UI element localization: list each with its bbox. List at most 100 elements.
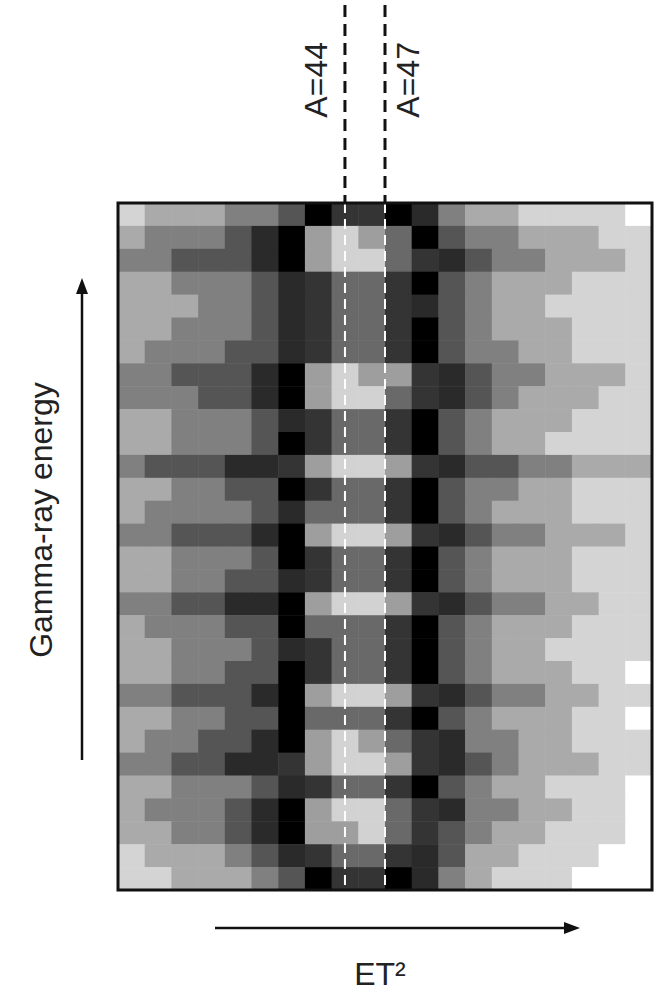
cell [305,455,332,478]
cell [625,615,652,638]
cell [198,524,225,547]
cell [545,661,572,684]
cell [412,776,439,799]
cell [438,432,465,455]
cell [305,867,332,890]
cell [545,844,572,867]
cell [625,524,652,547]
cell [252,409,279,432]
cell [145,684,172,707]
cell [225,386,252,409]
cell [118,547,145,570]
cell [252,867,279,890]
cell [171,432,198,455]
cell [492,478,519,501]
cell [358,432,385,455]
cell [519,455,546,478]
x-arrow-head [564,922,580,934]
cell [305,432,332,455]
cell [252,249,279,272]
cell [385,524,412,547]
cell [572,798,599,821]
cell [385,363,412,386]
cell [358,569,385,592]
cell [625,501,652,524]
cell [145,226,172,249]
cell [492,524,519,547]
cell [358,272,385,295]
cell [545,569,572,592]
cell [225,478,252,501]
cell [252,798,279,821]
cell [385,295,412,318]
cell [145,844,172,867]
cell [278,478,305,501]
cell [412,203,439,226]
cell [198,547,225,570]
cell [171,386,198,409]
cell [171,501,198,524]
cell [438,615,465,638]
cell [225,615,252,638]
cell [278,272,305,295]
cell [572,547,599,570]
cell [198,386,225,409]
cell [438,409,465,432]
cell [465,547,492,570]
cell [438,249,465,272]
cell [599,615,626,638]
cell [118,455,145,478]
cell [171,203,198,226]
cell [572,386,599,409]
cell [572,249,599,272]
cell [358,661,385,684]
cell [171,409,198,432]
cell [572,363,599,386]
cell [118,753,145,776]
cell [225,203,252,226]
cell [492,821,519,844]
cell [385,730,412,753]
cell [465,386,492,409]
cell [625,386,652,409]
cell [572,592,599,615]
cell [599,524,626,547]
cell [519,844,546,867]
cell [465,203,492,226]
cell [171,363,198,386]
cell [278,707,305,730]
cell [599,501,626,524]
cell [599,730,626,753]
cell [438,455,465,478]
cell [252,363,279,386]
cell [625,203,652,226]
cell [412,707,439,730]
cell [545,272,572,295]
cell [385,203,412,226]
cell [545,455,572,478]
cell [145,295,172,318]
cell [599,844,626,867]
cell [252,753,279,776]
cell [545,340,572,363]
cell [198,432,225,455]
cell [305,318,332,341]
cell [145,730,172,753]
cell [118,226,145,249]
cell [118,340,145,363]
cell [145,340,172,363]
cell [358,730,385,753]
cell [438,821,465,844]
cell [145,432,172,455]
cell [171,318,198,341]
cell [545,638,572,661]
cell [519,821,546,844]
cell [412,501,439,524]
cell [625,249,652,272]
cell [412,249,439,272]
cell [145,455,172,478]
cell [572,844,599,867]
cell [278,592,305,615]
cell [305,753,332,776]
cell [385,249,412,272]
